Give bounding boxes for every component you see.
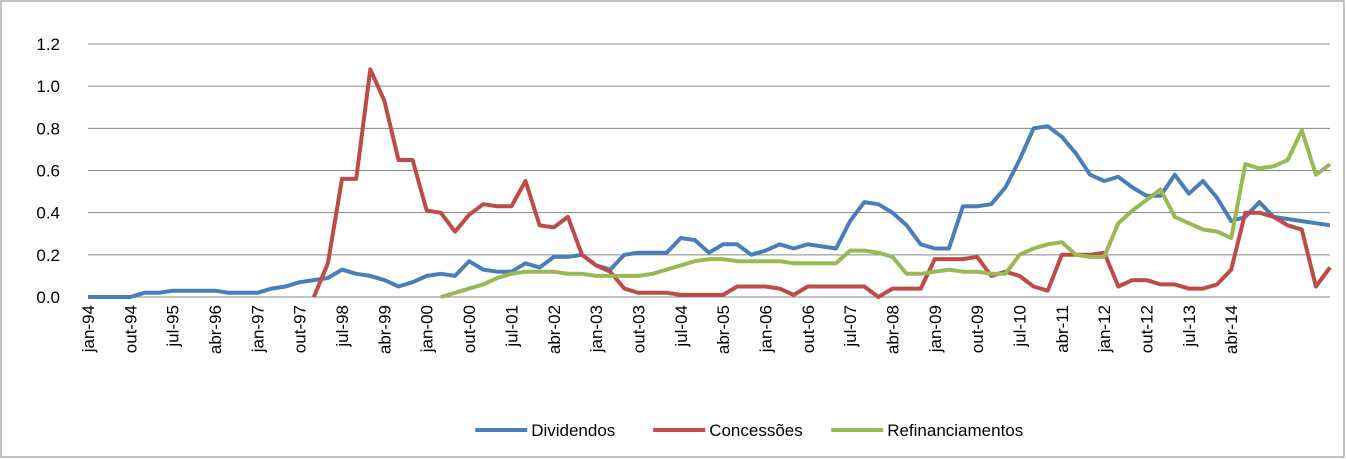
x-tick-label: out-09 bbox=[968, 305, 987, 353]
x-tick-label: abr-11 bbox=[1053, 305, 1072, 353]
x-tick-label: jan-00 bbox=[418, 305, 437, 353]
y-tick-label: 0.0 bbox=[36, 288, 60, 307]
x-tick-label: out-00 bbox=[460, 305, 479, 353]
x-tick-label: abr-99 bbox=[375, 305, 394, 354]
x-tick-label: out-03 bbox=[629, 305, 648, 353]
series-line bbox=[440, 128, 1332, 299]
x-tick-label: jan-03 bbox=[587, 305, 606, 353]
x-tick-label: out-94 bbox=[121, 305, 140, 353]
x-tick-label: jul-07 bbox=[841, 305, 860, 348]
x-tick-label: out-12 bbox=[1138, 305, 1157, 353]
series-line bbox=[88, 124, 1331, 299]
legend-label: Refinanciamentos bbox=[887, 421, 1023, 440]
y-tick-label: 0.2 bbox=[36, 246, 60, 265]
y-tick-label: 0.4 bbox=[36, 204, 60, 223]
x-tick-label: jan-97 bbox=[248, 305, 267, 353]
y-tick-label: 0.8 bbox=[36, 119, 60, 138]
x-tick-label: jan-06 bbox=[756, 305, 775, 353]
x-tick-label: jul-04 bbox=[672, 305, 691, 348]
x-tick-label: jan-12 bbox=[1095, 305, 1114, 353]
x-tick-label: jul-13 bbox=[1180, 305, 1199, 348]
legend-label: Concessões bbox=[709, 421, 803, 440]
x-tick-label: jul-98 bbox=[333, 305, 352, 348]
x-tick-label: jan-09 bbox=[926, 305, 945, 353]
x-tick-label: jan-94 bbox=[79, 305, 98, 353]
x-tick-label: abr-96 bbox=[206, 305, 225, 354]
x-tick-label: abr-05 bbox=[714, 305, 733, 354]
x-tick-label: jul-01 bbox=[502, 305, 521, 348]
x-tick-label: abr-02 bbox=[545, 305, 564, 354]
x-tick-label: out-97 bbox=[291, 305, 310, 353]
y-tick-label: 0.6 bbox=[36, 162, 60, 181]
y-tick-label: 1.0 bbox=[36, 77, 60, 96]
x-tick-label: abr-08 bbox=[883, 305, 902, 354]
legend-label: Dividendos bbox=[531, 421, 615, 440]
x-tick-label: abr-14 bbox=[1222, 305, 1241, 354]
x-tick-label: out-06 bbox=[799, 305, 818, 353]
x-tick-label: jul-10 bbox=[1011, 305, 1030, 348]
series-line bbox=[311, 67, 1332, 299]
x-tick-label: jul-95 bbox=[164, 305, 183, 348]
y-tick-label: 1.2 bbox=[36, 35, 60, 54]
